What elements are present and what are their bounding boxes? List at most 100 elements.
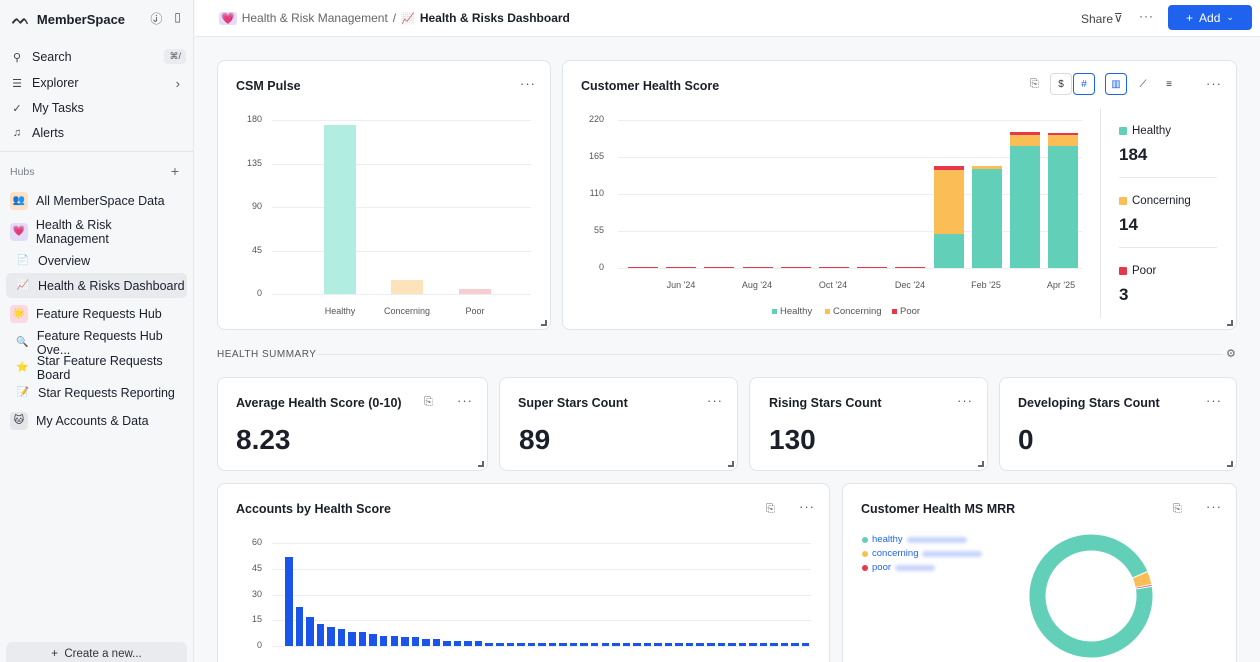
- resize-handle[interactable]: [1227, 320, 1233, 326]
- accounts-bar: [707, 642, 715, 646]
- hub-subitem-active[interactable]: 📈 Health & Risks Dashboard: [6, 273, 187, 298]
- add-button[interactable]: + Add ⌄: [1168, 5, 1252, 30]
- legend-swatch: [772, 309, 777, 314]
- accounts-bar: [358, 632, 367, 646]
- resize-handle[interactable]: [478, 461, 484, 467]
- gridline: [272, 620, 811, 622]
- accounts-bar: [580, 642, 588, 646]
- stacked-bar-segment: [1048, 134, 1079, 146]
- card-title: Customer Health Score: [581, 79, 720, 93]
- divider: [1119, 177, 1217, 178]
- star-glow-icon: 🌟: [10, 304, 28, 323]
- card-title: CSM Pulse: [236, 79, 301, 93]
- hub-item[interactable]: 💗 Health & Risk Management: [6, 218, 187, 246]
- hub-item[interactable]: 🐱 My Accounts & Data: [6, 408, 187, 433]
- sidebar-item-alerts[interactable]: ♫ Alerts: [10, 122, 186, 144]
- line-chart-icon[interactable]: ⟋: [1132, 73, 1154, 95]
- hub-subitem[interactable]: ⭐ Star Feature Requests Board: [6, 354, 187, 382]
- stacked-bar-segment: [666, 266, 697, 268]
- currency-toggle[interactable]: $: [1050, 73, 1072, 95]
- workspace-name: MemberSpace: [36, 11, 126, 27]
- share-button[interactable]: Share: [1081, 12, 1114, 26]
- hub-subitem[interactable]: 📄 Overview: [6, 248, 187, 273]
- gridline: [618, 231, 1082, 232]
- list-icon[interactable]: ≡: [1158, 73, 1180, 95]
- memo-icon: 📝: [16, 387, 30, 398]
- y-tick-label: 30: [251, 588, 262, 599]
- export-icon[interactable]: ⎘: [766, 503, 775, 515]
- filter-icon[interactable]: ⊽: [1114, 11, 1123, 25]
- hub-subitem[interactable]: 📝 Star Requests Reporting: [6, 380, 187, 405]
- poor-dot: [862, 564, 868, 571]
- chart-icon: 📈: [401, 12, 415, 25]
- chevron-down-icon[interactable]: ⌄: [151, 13, 160, 25]
- redacted-value: [906, 536, 967, 543]
- sidebar-toggle-icon[interactable]: ▯: [174, 10, 181, 24]
- hub-subitem[interactable]: 🔍 Feature Requests Hub Ove...: [6, 329, 187, 357]
- accounts-bar: [569, 642, 578, 646]
- more-icon[interactable]: ···: [1206, 393, 1222, 408]
- more-icon[interactable]: ···: [707, 393, 723, 408]
- legend-label: Concerning: [1132, 195, 1191, 207]
- more-icon[interactable]: ···: [799, 499, 815, 514]
- accounts-bar: [379, 635, 388, 646]
- hub-item[interactable]: 👥 All MemberSpace Data: [6, 188, 187, 213]
- legend-label: Poor: [900, 306, 921, 317]
- y-tick-label: 165: [588, 151, 604, 161]
- mrr-legend-healthy: healthy: [862, 534, 967, 545]
- gear-icon[interactable]: ⚙: [1226, 348, 1236, 360]
- bar-chart-icon[interactable]: ▥: [1105, 73, 1127, 95]
- more-icon[interactable]: ···: [457, 393, 473, 408]
- magnifier-icon: 🔍: [16, 337, 29, 348]
- stacked-bar-segment: [628, 266, 658, 268]
- accounts-bar: [601, 642, 609, 646]
- resize-handle[interactable]: [1227, 461, 1233, 467]
- export-icon[interactable]: ⎘: [1030, 78, 1039, 90]
- accounts-bar: [422, 639, 430, 646]
- sidebar-item-explorer[interactable]: ☰ Explorer ›: [10, 72, 186, 94]
- more-icon[interactable]: ···: [520, 76, 536, 91]
- workspace-switcher[interactable]: ᨓ MemberSpace ⌄: [12, 10, 159, 28]
- resize-handle[interactable]: [728, 461, 734, 467]
- accounts-bar: [685, 642, 694, 646]
- gridline: [618, 268, 1082, 269]
- more-icon[interactable]: ···: [1206, 76, 1222, 91]
- donut-slice-healthy[interactable]: [1028, 533, 1154, 659]
- export-icon[interactable]: ⎘: [424, 396, 433, 408]
- x-tick-label: Healthy: [324, 306, 356, 316]
- resize-handle[interactable]: [541, 320, 547, 326]
- help-icon[interactable]: ⓘ: [150, 12, 163, 26]
- healthy-swatch: [1119, 127, 1127, 135]
- breadcrumb-separator: /: [392, 11, 397, 25]
- donut-slice-poor[interactable]: [1134, 583, 1153, 590]
- accounts-bar: [506, 642, 515, 646]
- poor-swatch: [1119, 267, 1127, 275]
- stacked-bar-segment: [1010, 134, 1040, 146]
- add-hub-icon[interactable]: +: [170, 163, 179, 179]
- count-toggle[interactable]: #: [1073, 73, 1095, 95]
- y-tick-label: 220: [588, 114, 604, 124]
- more-icon[interactable]: ···: [957, 393, 973, 408]
- more-icon[interactable]: ···: [1206, 499, 1222, 514]
- resize-handle[interactable]: [978, 461, 984, 467]
- document-icon: 📄: [16, 255, 30, 266]
- hub-item[interactable]: 🌟 Feature Requests Hub: [6, 301, 187, 326]
- sidebar-item-label: My Tasks: [32, 101, 84, 115]
- create-label: Create a new...: [64, 648, 142, 660]
- mrr-donut-chart: [1028, 533, 1154, 659]
- accounts-bar: [538, 642, 546, 646]
- sidebar-item-my-tasks[interactable]: ✓ My Tasks: [10, 97, 186, 119]
- sidebar-item-search[interactable]: ⚲ Search ⌘/: [10, 46, 186, 68]
- breadcrumb-parent[interactable]: Health & Risk Management: [241, 11, 388, 25]
- y-tick-label: 110: [589, 188, 604, 198]
- stacked-bar-segment: [1010, 132, 1040, 135]
- checkmark-icon: ✓: [12, 102, 22, 115]
- y-tick-label: 90: [251, 201, 262, 211]
- gridline: [272, 163, 531, 165]
- export-icon[interactable]: ⎘: [1173, 503, 1182, 515]
- accounts-bar: [485, 642, 493, 646]
- chart-icon: 📈: [16, 280, 30, 291]
- more-icon[interactable]: ···: [1139, 9, 1154, 23]
- create-new-button[interactable]: + Create a new...: [6, 642, 187, 662]
